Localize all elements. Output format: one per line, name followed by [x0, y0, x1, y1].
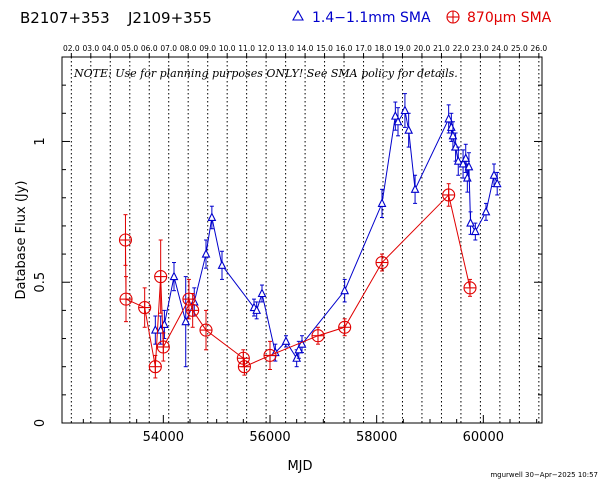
top-axis-label: 12.0 — [258, 44, 275, 53]
top-axis-label: 22.0 — [453, 44, 470, 53]
data-point — [481, 202, 491, 221]
data-point — [252, 301, 262, 320]
data-point — [199, 309, 213, 351]
data-point — [263, 340, 277, 371]
data-point — [281, 335, 291, 348]
data-point — [404, 112, 414, 148]
legend-label-red: 870μm SMA — [467, 10, 552, 26]
year-grid — [70, 57, 540, 423]
top-axis-label: 07.0 — [160, 44, 177, 53]
data-series — [118, 93, 502, 379]
data-point — [169, 262, 179, 292]
data-point — [377, 188, 387, 218]
top-axis-label: 10.0 — [219, 44, 236, 53]
top-axis-label: 18.0 — [375, 44, 392, 53]
x-tick-label: 56000 — [249, 430, 290, 445]
top-axis-label: 16.0 — [336, 44, 353, 53]
top-axis-label: 20.0 — [414, 44, 431, 53]
data-point — [138, 287, 152, 328]
y-tick-label: 0.5 — [33, 272, 48, 293]
top-axis-label: 03.0 — [82, 44, 99, 53]
top-axis-label: 09.0 — [199, 44, 216, 53]
top-axis-label: 17.0 — [355, 44, 372, 53]
planning-note: NOTE: Use for planning purposes ONLY! Se… — [73, 67, 458, 80]
top-axis-label: 05.0 — [121, 44, 138, 53]
source-name: B2107+353 — [20, 9, 110, 27]
x-tick-label: 54000 — [143, 430, 184, 445]
legend-triangle-icon — [292, 9, 304, 21]
data-point — [393, 107, 403, 137]
data-point — [148, 354, 162, 379]
data-point — [156, 332, 170, 362]
data-point — [237, 357, 251, 376]
legend: 1.4−1.1mm SMA 870μm SMA — [292, 9, 552, 26]
top-axis-label: 19.0 — [394, 44, 411, 53]
data-point — [410, 174, 420, 204]
data-point — [340, 278, 350, 303]
plot-frame — [61, 56, 543, 424]
data-point — [463, 278, 477, 297]
data-point — [338, 318, 352, 337]
legend-circle-plus-icon — [446, 10, 460, 24]
alt-source-name: J2109+355 — [127, 9, 212, 27]
data-point — [217, 250, 227, 280]
data-point — [458, 149, 468, 179]
x-tick-label: 58000 — [356, 430, 397, 445]
data-point — [448, 121, 458, 151]
top-axis-label: 02.0 — [63, 44, 80, 53]
axes: 02.0 03.0 04.0 05.0 06.0 07.0 08.0 09.0 10.0 11.0… — [33, 44, 547, 445]
series-circle-plus — [118, 183, 477, 379]
top-axis-label: 26.0 — [531, 44, 548, 53]
legend-label-blue: 1.4−1.1mm SMA — [312, 10, 431, 26]
data-point — [390, 101, 400, 131]
data-point — [207, 205, 217, 230]
top-axis-label: 24.0 — [492, 44, 509, 53]
y-tick-label: 1 — [33, 137, 48, 145]
x-tick-label: 60000 — [463, 430, 504, 445]
top-axis-label: 13.0 — [277, 44, 294, 53]
top-axis-label: 06.0 — [141, 44, 158, 53]
data-point — [470, 222, 480, 241]
timestamp-stamp: mgurwell 30−Apr−2025 10:57 — [490, 471, 598, 479]
data-point — [181, 276, 191, 368]
top-axis-label: 21.0 — [433, 44, 450, 53]
data-point — [154, 239, 168, 314]
top-axis-label: 14.0 — [297, 44, 314, 53]
data-point — [461, 143, 471, 173]
data-point — [294, 340, 304, 359]
x-axis-title: MJD — [287, 459, 312, 474]
series-triangle — [150, 93, 502, 368]
top-axis-label: 11.0 — [238, 44, 255, 53]
data-point — [375, 253, 389, 272]
y-tick-label: 0 — [33, 419, 48, 427]
top-axis-label: 15.0 — [316, 44, 333, 53]
data-point — [186, 292, 200, 328]
data-point — [453, 146, 463, 176]
data-point — [442, 183, 456, 207]
top-axis-label: 25.0 — [511, 44, 528, 53]
top-axis-label: 04.0 — [102, 44, 119, 53]
y-axis-title: Database Flux (Jy) — [14, 181, 29, 300]
data-point — [297, 335, 307, 354]
top-axis-label: 23.0 — [472, 44, 489, 53]
data-point — [257, 284, 267, 303]
data-point — [118, 214, 133, 266]
top-axis-label: 08.0 — [180, 44, 197, 53]
data-point — [119, 276, 133, 323]
data-point — [311, 326, 325, 345]
data-point — [201, 239, 211, 269]
data-point — [400, 93, 410, 128]
data-point — [492, 171, 502, 196]
data-point — [464, 152, 474, 182]
